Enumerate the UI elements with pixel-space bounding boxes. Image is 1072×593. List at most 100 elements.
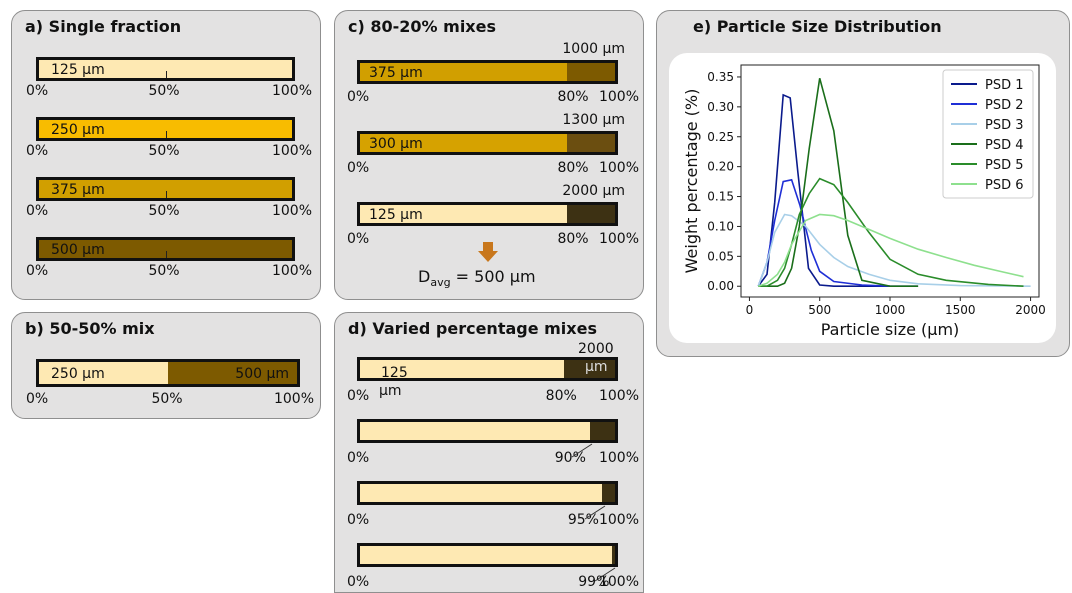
legend-label: PSD 4 [985,138,1024,153]
tick-label-100: 100% [598,450,639,466]
fine-segment [360,63,567,81]
tick-label-0: 0% [347,89,370,105]
series-line [757,213,1031,287]
fine-size-label: 125 µm [369,207,423,223]
single-fraction-bar: 250 µm [36,117,295,141]
leader-line [584,505,606,520]
single-fraction-bar: 125 µm [36,57,295,81]
panel-a-single-fraction: a) Single fraction 125 µm 0% 50% 100% 250 µm… [11,10,321,300]
coarse-segment [566,205,615,223]
mix-bar: 250 µm 500 µm [36,359,300,387]
series-line [757,178,919,287]
tick-label-50: 50% [148,203,180,219]
y-axis-label: Weight percentage (%) [682,89,701,274]
varied-mix-bar [357,419,618,443]
leader-line [595,567,616,582]
fine-segment [360,134,567,152]
coarse-size-label: 1000 µm [562,41,625,57]
panel-c-80-20-mixes: c) 80-20% mixes 1000 µm 375 µm 0% 80% 100% 13… [334,10,644,300]
tick-label-0: 0% [26,83,49,99]
panel-e-psd: e) Particle Size Distribution 0 500 1000 15… [656,10,1070,357]
fine-segment [360,205,567,223]
size-label: 250 µm [51,122,105,138]
fine-size-label: 300 µm [369,136,423,152]
x-tick-label: 500 [808,303,831,317]
down-arrow-icon [478,242,498,262]
fine-size-label-line1: 125 [381,365,408,381]
leader-line [571,443,593,458]
varied-mix-bar [357,481,618,505]
tick-label-50: 50% [151,391,183,407]
midpoint-tick [165,191,167,198]
tick-label-0: 0% [26,203,49,219]
tick-label-0: 0% [347,512,370,528]
fine-size-label: 250 µm [51,366,105,382]
tick-label-100: 100% [271,263,312,279]
tick-label-100: 100% [598,388,639,404]
coarse-size-label-line2: µm [585,359,608,375]
midpoint-tick [165,251,167,258]
series-line [758,77,919,287]
panel-e-title: e) Particle Size Distribution [693,17,942,36]
tick-label-0: 0% [347,574,370,590]
panel-d-title: d) Varied percentage mixes [348,319,597,338]
coarse-size-label: 500 µm [235,366,289,382]
legend-label: PSD 2 [985,98,1024,113]
size-label: 500 µm [51,242,105,258]
legend-label: PSD 3 [985,118,1024,133]
davg-value: = 500 µm [455,267,536,286]
single-fraction-bar: 500 µm [36,237,295,261]
series-line [758,177,1024,287]
coarse-segment [612,546,615,564]
coarse-size-label: 1300 µm [562,112,625,128]
coarse-segment [602,484,615,502]
y-tick-label: 0.30 [707,100,734,114]
fine-segment [39,362,168,384]
tick-label-0: 0% [347,160,370,176]
panel-b-50-50-mix: b) 50-50% mix 250 µm 500 µm 0% 50% 100% [11,312,321,419]
series-line [758,213,1024,287]
y-tick-label: 0.05 [707,249,734,263]
tick-label-100: 100% [598,231,639,247]
tick-label-0: 0% [26,263,49,279]
coarse-segment [564,360,615,378]
tick-label-100: 100% [598,160,639,176]
legend-label: PSD 5 [985,158,1024,173]
tick-label-0: 0% [347,231,370,247]
tick-label-100: 100% [271,143,312,159]
coarse-segment [566,63,615,81]
tick-label-100: 100% [271,83,312,99]
x-tick-label: 2000 [1015,303,1046,317]
split-tick-label: 99% [578,574,610,590]
y-tick-label: 0.10 [707,219,734,233]
davg-subscript: avg [430,276,451,290]
size-label: 125 µm [51,62,105,78]
y-tick-label: 0.25 [707,130,734,144]
tick-label-100: 100% [598,574,639,590]
x-tick-label: 0 [746,303,754,317]
x-tick-label: 1000 [875,303,906,317]
varied-mix-bar [357,357,618,381]
legend-box [942,69,1034,199]
tick-label-100: 100% [598,89,639,105]
panel-a-title: a) Single fraction [25,17,182,36]
y-tick-label: 0.00 [707,279,734,293]
tick-label-50: 50% [148,263,180,279]
tick-label-100: 100% [271,203,312,219]
panel-d-varied-mixes: d) Varied percentage mixes 0% 80% 100% 0% 90… [334,312,644,593]
coarse-segment [589,422,615,440]
fine-size-label-line2: µm [379,383,402,399]
mix-bar-80-20: 375 µm [357,60,618,84]
coarse-size-label-line1: 2000 [578,341,614,357]
tick-label-50: 50% [148,143,180,159]
legend-label: PSD 6 [985,178,1024,193]
size-label: 375 µm [51,182,105,198]
legend-label: PSD 1 [985,78,1024,93]
split-tick-label: 90% [554,450,586,466]
y-tick-label: 0.15 [707,190,734,204]
varied-mix-bar [357,543,618,567]
mix-bar-80-20: 300 µm [357,131,618,155]
x-axis-label: Particle size (µm) [821,320,960,339]
coarse-segment [168,362,297,384]
tick-label-0: 0% [26,143,49,159]
